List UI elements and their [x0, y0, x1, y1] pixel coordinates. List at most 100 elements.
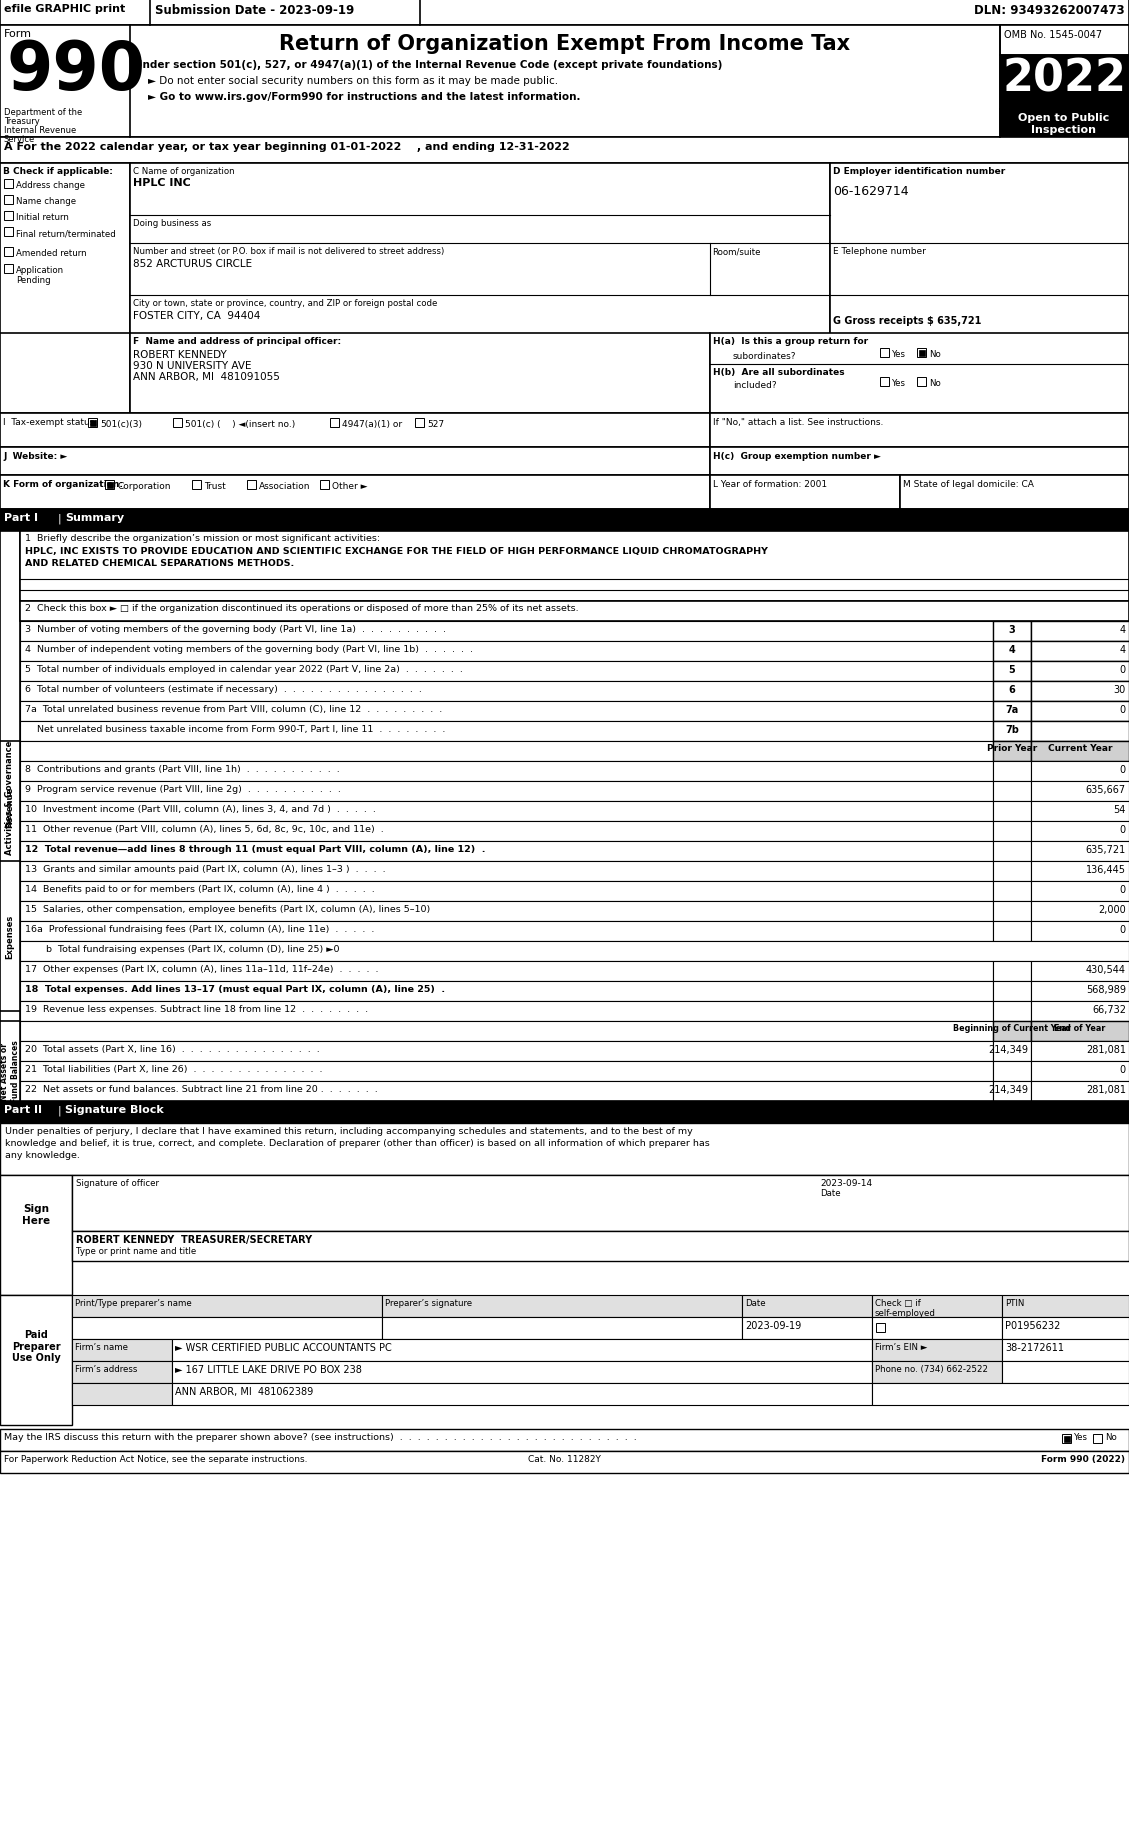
Text: 2,000: 2,000 [1099, 904, 1126, 915]
Bar [20, 781, 994, 802]
Text: Form 990 (2022): Form 990 (2022) [1041, 1455, 1124, 1464]
Text: D Employer identification number: D Employer identification number [833, 167, 1005, 176]
Text: Room/suite: Room/suite [712, 247, 761, 256]
Text: 14  Benefits paid to or for members (Part IX, column (A), line 4 )  .  .  .  .  : 14 Benefits paid to or for members (Part… [25, 884, 375, 893]
Bar [1031, 761, 1129, 781]
Bar [130, 333, 710, 414]
Bar [994, 961, 1031, 981]
Bar [105, 481, 114, 490]
Bar [20, 1001, 994, 1021]
Bar [0, 511, 1129, 533]
Bar [1093, 1435, 1102, 1444]
Text: Revenue: Revenue [6, 785, 15, 827]
Bar [1031, 721, 1129, 741]
Bar [830, 165, 1129, 364]
Bar [20, 721, 994, 741]
Bar [0, 165, 130, 364]
Bar [742, 1318, 872, 1340]
Bar [89, 421, 96, 426]
Text: 12  Total revenue—add lines 8 through 11 (must equal Part VIII, column (A), line: 12 Total revenue—add lines 8 through 11 … [25, 844, 485, 853]
Text: B Check if applicable:: B Check if applicable: [3, 167, 113, 176]
Text: 7b: 7b [1005, 725, 1019, 734]
Text: Yes: Yes [892, 350, 905, 359]
Text: Date: Date [745, 1297, 765, 1307]
Bar [20, 1041, 994, 1061]
Bar [20, 822, 994, 842]
Text: Application
Pending: Application Pending [16, 265, 64, 285]
Bar [20, 862, 994, 882]
Bar [5, 247, 14, 256]
Text: efile GRAPHIC print: efile GRAPHIC print [5, 4, 125, 15]
Text: Yes: Yes [892, 379, 905, 388]
Text: Preparer’s signature: Preparer’s signature [385, 1297, 472, 1307]
Text: Sign
Here: Sign Here [21, 1204, 50, 1224]
Text: 10  Investment income (Part VIII, column (A), lines 3, 4, and 7d )  .  .  .  .  : 10 Investment income (Part VIII, column … [25, 805, 376, 814]
Text: 0: 0 [1120, 705, 1126, 714]
Bar [106, 483, 113, 489]
Bar [1031, 1082, 1129, 1102]
Bar [0, 533, 20, 1063]
Bar [0, 862, 20, 1012]
Text: Initial return: Initial return [16, 212, 69, 221]
Text: 5: 5 [1008, 664, 1015, 675]
Bar [710, 448, 1129, 476]
Text: Final return/terminated: Final return/terminated [16, 229, 116, 238]
Bar [1031, 642, 1129, 662]
Bar [994, 922, 1031, 941]
Text: ROBERT KENNEDY: ROBERT KENNEDY [133, 350, 227, 361]
Bar [20, 961, 994, 981]
Bar [20, 882, 994, 902]
Bar [20, 941, 1129, 961]
Text: L Year of formation: 2001: L Year of formation: 2001 [714, 479, 828, 489]
Bar [382, 1318, 742, 1340]
Bar [1031, 822, 1129, 842]
Text: C Name of organization: C Name of organization [133, 167, 235, 176]
Bar [20, 1082, 994, 1102]
Text: Current Year: Current Year [1048, 743, 1112, 752]
Bar [20, 602, 1129, 622]
Text: Department of the: Department of the [5, 108, 82, 117]
Text: DLN: 93493262007473: DLN: 93493262007473 [974, 4, 1124, 16]
Bar [872, 1296, 1003, 1318]
Bar [72, 1340, 172, 1362]
Bar [1031, 622, 1129, 642]
Text: Other ►: Other ► [332, 481, 368, 490]
Text: No: No [929, 350, 940, 359]
Bar [994, 781, 1031, 802]
Text: Cat. No. 11282Y: Cat. No. 11282Y [527, 1455, 601, 1464]
Bar [72, 1175, 1129, 1232]
Text: Open to Public
Inspection: Open to Public Inspection [1018, 113, 1110, 135]
Bar [994, 741, 1031, 761]
Bar [994, 1021, 1031, 1041]
Text: ► WSR CERTIFIED PUBLIC ACCOUNTANTS PC: ► WSR CERTIFIED PUBLIC ACCOUNTANTS PC [175, 1341, 392, 1352]
Text: 0: 0 [1120, 765, 1126, 774]
Bar [20, 902, 994, 922]
Text: H(c)  Group exemption number ►: H(c) Group exemption number ► [714, 452, 881, 461]
Text: May the IRS discuss this return with the preparer shown above? (see instructions: May the IRS discuss this return with the… [5, 1433, 637, 1442]
Bar [20, 761, 994, 781]
Text: Type or print name and title: Type or print name and title [76, 1246, 196, 1255]
Text: Part II: Part II [5, 1103, 42, 1114]
Text: ► 167 LITTLE LAKE DRIVE PO BOX 238: ► 167 LITTLE LAKE DRIVE PO BOX 238 [175, 1363, 362, 1374]
Bar [994, 981, 1031, 1001]
Bar [876, 1323, 885, 1332]
Bar [0, 476, 710, 511]
Bar [1000, 110, 1129, 137]
Bar [192, 481, 201, 490]
Bar [872, 1318, 1003, 1340]
Bar [0, 414, 710, 448]
Text: City or town, state or province, country, and ZIP or foreign postal code: City or town, state or province, country… [133, 298, 437, 307]
Bar [994, 662, 1031, 681]
Bar [20, 642, 994, 662]
Text: 7a  Total unrelated business revenue from Part VIII, column (C), line 12  .  .  : 7a Total unrelated business revenue from… [25, 705, 443, 714]
Text: No: No [1105, 1433, 1117, 1442]
Text: self-employed: self-employed [875, 1308, 936, 1318]
Bar [0, 1451, 1129, 1473]
Bar [20, 922, 994, 941]
Bar [710, 476, 900, 511]
Text: P01956232: P01956232 [1005, 1319, 1060, 1330]
Bar [20, 681, 994, 701]
Bar [0, 448, 710, 476]
Bar [1003, 1296, 1129, 1318]
Bar [172, 1383, 872, 1405]
